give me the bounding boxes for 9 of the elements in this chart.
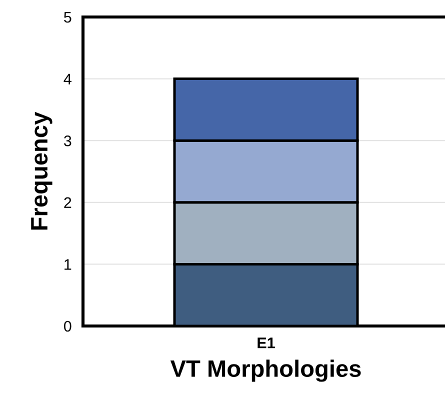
y-tick-label: 1 <box>64 259 72 270</box>
y-tick-label: 5 <box>64 12 72 23</box>
y-tick-label: 3 <box>64 135 72 146</box>
y-tick-label: 0 <box>64 320 72 332</box>
y-tick-label: 2 <box>64 197 72 208</box>
x-tick-label: E1 <box>258 338 275 348</box>
y-tick-label: 4 <box>64 74 72 84</box>
x-axis-title: VT Morphologies <box>170 360 361 382</box>
y-axis-title: Frequency <box>31 112 52 230</box>
